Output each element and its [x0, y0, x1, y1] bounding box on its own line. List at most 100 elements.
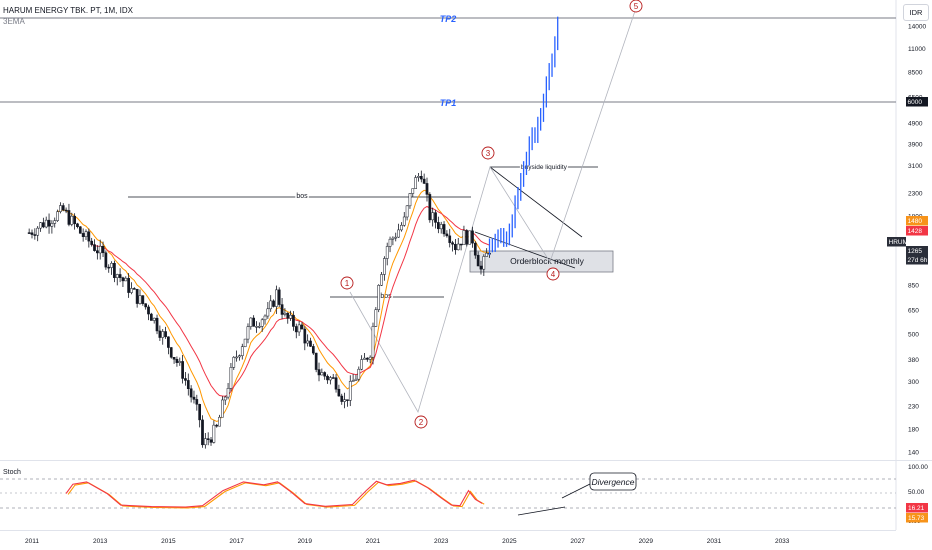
candle-body: [87, 231, 91, 242]
candle-body: [110, 262, 113, 268]
candle-body: [417, 176, 420, 178]
candle-body: [374, 309, 378, 327]
candle-body: [164, 331, 167, 338]
currency-button[interactable]: IDR: [903, 4, 929, 21]
candle-body: [255, 326, 258, 328]
price-tick-label: 380: [908, 357, 919, 364]
candle-body: [431, 212, 435, 221]
candle-body: [59, 205, 62, 212]
wave-marker-2[interactable]: 2: [414, 415, 428, 429]
candle-body: [158, 330, 162, 338]
wedge-lower: [474, 231, 576, 269]
divergence-label: Divergence: [592, 477, 635, 487]
candle-body: [377, 285, 381, 310]
wave-label-4: 4: [551, 270, 556, 279]
candle-body: [218, 416, 221, 427]
time-tick-label: 2011: [25, 538, 39, 545]
candle-body: [27, 232, 31, 234]
candle-body: [209, 439, 213, 443]
candle-body: [482, 256, 486, 270]
candle-body: [434, 212, 437, 223]
candle-body: [348, 381, 352, 401]
candle-body: [297, 324, 301, 333]
candle-body: [229, 367, 233, 389]
wave-marker-4[interactable]: 4: [546, 267, 560, 281]
time-tick-label: 2033: [775, 538, 790, 545]
candle-body: [400, 224, 403, 231]
candle-body: [292, 314, 295, 327]
candle-body: [451, 242, 454, 245]
candle-body: [42, 222, 45, 228]
candle-body: [81, 233, 85, 237]
stoch-tick-label: 100.00: [908, 464, 928, 471]
wave-marker-3[interactable]: 3: [481, 146, 495, 160]
candle-body: [283, 312, 287, 315]
candle-body: [300, 324, 304, 330]
candle-body: [363, 357, 366, 360]
candle-body: [351, 380, 355, 382]
candle-body: [411, 188, 415, 194]
candle-body: [243, 338, 247, 347]
wave-marker-5[interactable]: 5: [629, 0, 643, 13]
price-badge: [906, 97, 928, 107]
candle-body: [223, 396, 227, 401]
candle-body: [33, 234, 37, 236]
candle-body: [212, 424, 216, 443]
candle-body: [84, 231, 88, 237]
candle-body: [61, 205, 65, 211]
candle-body: [329, 377, 332, 381]
candle-body: [172, 357, 176, 360]
candle-body: [252, 317, 256, 327]
candle-body: [454, 243, 457, 251]
price-tick-label: 14000: [908, 24, 926, 31]
price-tick-label: 180: [908, 426, 919, 433]
price-badge-label: 1480: [908, 218, 923, 225]
candle-body: [249, 317, 253, 327]
buyside-label: buyside liquidity: [521, 164, 568, 171]
candle-body: [235, 356, 238, 359]
candle-body: [135, 288, 139, 304]
candle-body: [121, 277, 125, 282]
symbol-title[interactable]: HARUM ENERGY TBK. PT, 1M, IDX: [3, 6, 133, 15]
candle-body: [266, 308, 270, 317]
price-tick-label: 300: [908, 379, 919, 386]
candle-body: [238, 355, 241, 358]
price-badge: [906, 226, 928, 236]
candle-body: [232, 357, 236, 368]
candle-body: [476, 254, 480, 267]
ema-slow-line: [91, 205, 490, 397]
price-badge-label: 1265: [908, 248, 923, 255]
wave-marker-1[interactable]: 1: [340, 276, 354, 290]
divergence-line: [517, 506, 566, 516]
indicator-label[interactable]: 3EMA: [3, 17, 25, 26]
candle-body: [260, 319, 264, 327]
price-tick-label: 2300: [908, 191, 923, 198]
candle-body: [405, 205, 409, 218]
price-tick-label: 230: [908, 404, 919, 411]
stoch-label: Stoch: [3, 469, 21, 476]
price-tick-label: 850: [908, 283, 919, 290]
candle-body: [402, 216, 406, 226]
candle-body: [104, 252, 108, 268]
projection-layer: [488, 16, 559, 256]
candle-body: [124, 277, 128, 282]
price-tick-label: 3900: [908, 142, 923, 149]
orderblock-zone[interactable]: [469, 250, 614, 273]
divergence-box[interactable]: [589, 472, 637, 491]
candle-body: [442, 224, 446, 235]
candle-body: [317, 369, 321, 376]
candle-body: [422, 178, 426, 184]
price-badge: [906, 255, 928, 265]
tp2-label: TP2: [440, 14, 457, 24]
price-badge: [887, 237, 906, 247]
candle-body: [118, 274, 122, 278]
price-badge: [906, 216, 928, 226]
wave-path: [349, 7, 637, 414]
stoch-badge: [906, 513, 928, 523]
candle-body: [186, 380, 190, 389]
time-tick-label: 2027: [570, 538, 585, 545]
candle-body: [167, 336, 170, 348]
candle-body: [56, 211, 59, 221]
candle-body: [221, 399, 224, 418]
